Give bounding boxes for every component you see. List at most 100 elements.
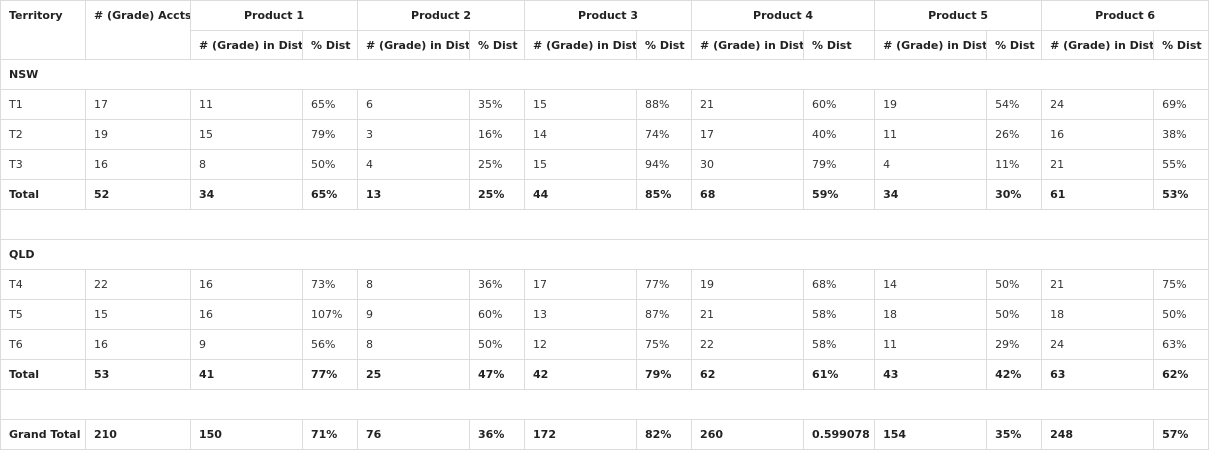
cell-pct-dist: 75%: [636, 329, 693, 360]
table-row: T5 15 16 107% 9 60% 13 87% 21 58% 18 50% 18 50%: [0, 299, 1209, 330]
cell-pct-dist: 16%: [469, 119, 526, 150]
cell-territory: Total: [0, 359, 86, 390]
cell-pct-dist: 75%: [1153, 269, 1209, 300]
subheader-in-dist: # (Grade) in Dist: [1041, 30, 1155, 60]
cell-pct-dist: 73%: [301, 269, 359, 300]
subheader-pct-dist: % Dist: [986, 30, 1043, 60]
cell-in-dist: 13: [524, 299, 638, 330]
cell-in-dist: 16: [190, 269, 303, 300]
cell-pct-dist: 63%: [1153, 329, 1209, 360]
cell-in-dist: 15: [524, 89, 638, 120]
header-product: Product 3: [524, 0, 693, 31]
empty-cell: [357, 209, 470, 240]
cell-pct-dist: 26%: [986, 119, 1043, 150]
empty-cell: [636, 389, 692, 420]
cell-in-dist: 11: [874, 119, 988, 150]
cell-pct-dist: 58%: [803, 299, 876, 330]
cell-pct-dist: 0.599078: [803, 419, 876, 450]
region-row: NSW: [0, 59, 1209, 90]
empty-cell: [0, 389, 86, 420]
empty-cell: [986, 209, 1042, 240]
cell-territory: T3: [0, 149, 86, 180]
cell-in-dist: 17: [524, 269, 638, 300]
table-row: T6 16 9 56% 8 50% 12 75% 22 58% 11 29% 24 63%: [0, 329, 1209, 360]
cell-in-dist: 14: [524, 119, 638, 150]
subheader-pct-dist: % Dist: [301, 30, 359, 60]
cell-accts: 16: [85, 149, 191, 180]
region-name: QLD: [0, 239, 1209, 270]
cell-pct-dist: 56%: [301, 329, 359, 360]
cell-in-dist: 4: [357, 149, 471, 180]
cell-in-dist: 41: [190, 359, 303, 390]
cell-in-dist: 44: [524, 179, 638, 210]
cell-in-dist: 21: [1041, 269, 1155, 300]
empty-cell: [874, 209, 987, 240]
cell-pct-dist: 71%: [301, 419, 359, 450]
cell-in-dist: 8: [190, 149, 303, 180]
cell-in-dist: 30: [691, 149, 805, 180]
table-row: T2 19 15 79% 3 16% 14 74% 17 40% 11 26% 16 38%: [0, 119, 1209, 150]
cell-accts: 15: [85, 299, 191, 330]
grand-total-row: Grand Total 210 150 71% 76 36% 172 82% 260 0.5990…: [0, 419, 1209, 450]
empty-cell: [524, 209, 637, 240]
cell-pct-dist: 69%: [1153, 89, 1209, 120]
cell-pct-dist: 55%: [1153, 149, 1209, 180]
cell-in-dist: 9: [357, 299, 471, 330]
cell-in-dist: 248: [1041, 419, 1155, 450]
cell-pct-dist: 61%: [803, 359, 876, 390]
cell-pct-dist: 36%: [469, 419, 526, 450]
cell-pct-dist: 30%: [986, 179, 1043, 210]
empty-cell: [1041, 209, 1154, 240]
empty-cell: [190, 389, 303, 420]
cell-pct-dist: 79%: [803, 149, 876, 180]
cell-in-dist: 63: [1041, 359, 1155, 390]
empty-cell: [691, 389, 804, 420]
cell-pct-dist: 77%: [636, 269, 693, 300]
cell-in-dist: 21: [1041, 149, 1155, 180]
cell-in-dist: 16: [190, 299, 303, 330]
subheader-pct-dist: % Dist: [636, 30, 693, 60]
header-product: Product 5: [874, 0, 1043, 31]
table-row: T4 22 16 73% 8 36% 17 77% 19 68% 14 50% 21 75%: [0, 269, 1209, 300]
cell-pct-dist: 25%: [469, 149, 526, 180]
cell-in-dist: 19: [691, 269, 805, 300]
empty-cell: [302, 209, 358, 240]
cell-in-dist: 25: [357, 359, 471, 390]
cell-in-dist: 24: [1041, 89, 1155, 120]
cell-in-dist: 8: [357, 329, 471, 360]
subheader-pct-dist: % Dist: [803, 30, 876, 60]
cell-pct-dist: 35%: [986, 419, 1043, 450]
cell-in-dist: 68: [691, 179, 805, 210]
cell-in-dist: 3: [357, 119, 471, 150]
cell-accts: 22: [85, 269, 191, 300]
cell-in-dist: 17: [691, 119, 805, 150]
empty-cell: [469, 389, 525, 420]
cell-in-dist: 42: [524, 359, 638, 390]
cell-pct-dist: 53%: [1153, 179, 1209, 210]
cell-in-dist: 15: [190, 119, 303, 150]
cell-pct-dist: 11%: [986, 149, 1043, 180]
cell-in-dist: 34: [190, 179, 303, 210]
cell-pct-dist: 35%: [469, 89, 526, 120]
cell-in-dist: 16: [1041, 119, 1155, 150]
cell-pct-dist: 50%: [1153, 299, 1209, 330]
cell-in-dist: 34: [874, 179, 988, 210]
empty-cell: [691, 209, 804, 240]
cell-pct-dist: 65%: [301, 179, 359, 210]
cell-territory: Total: [0, 179, 86, 210]
cell-pct-dist: 50%: [986, 299, 1043, 330]
cell-in-dist: 19: [874, 89, 988, 120]
spacer-row: [0, 389, 1209, 420]
region-name: NSW: [0, 59, 1209, 90]
cell-pct-dist: 42%: [986, 359, 1043, 390]
cell-in-dist: 4: [874, 149, 988, 180]
cell-territory: T6: [0, 329, 86, 360]
header-product: Product 6: [1041, 0, 1209, 31]
cell-in-dist: 21: [691, 299, 805, 330]
cell-pct-dist: 47%: [469, 359, 526, 390]
table-row: T3 16 8 50% 4 25% 15 94% 30 79% 4 11% 21 55%: [0, 149, 1209, 180]
cell-in-dist: 21: [691, 89, 805, 120]
cell-pct-dist: 50%: [301, 149, 359, 180]
header-accts: # (Grade) Accts: [85, 0, 191, 60]
cell-accts: 52: [85, 179, 191, 210]
